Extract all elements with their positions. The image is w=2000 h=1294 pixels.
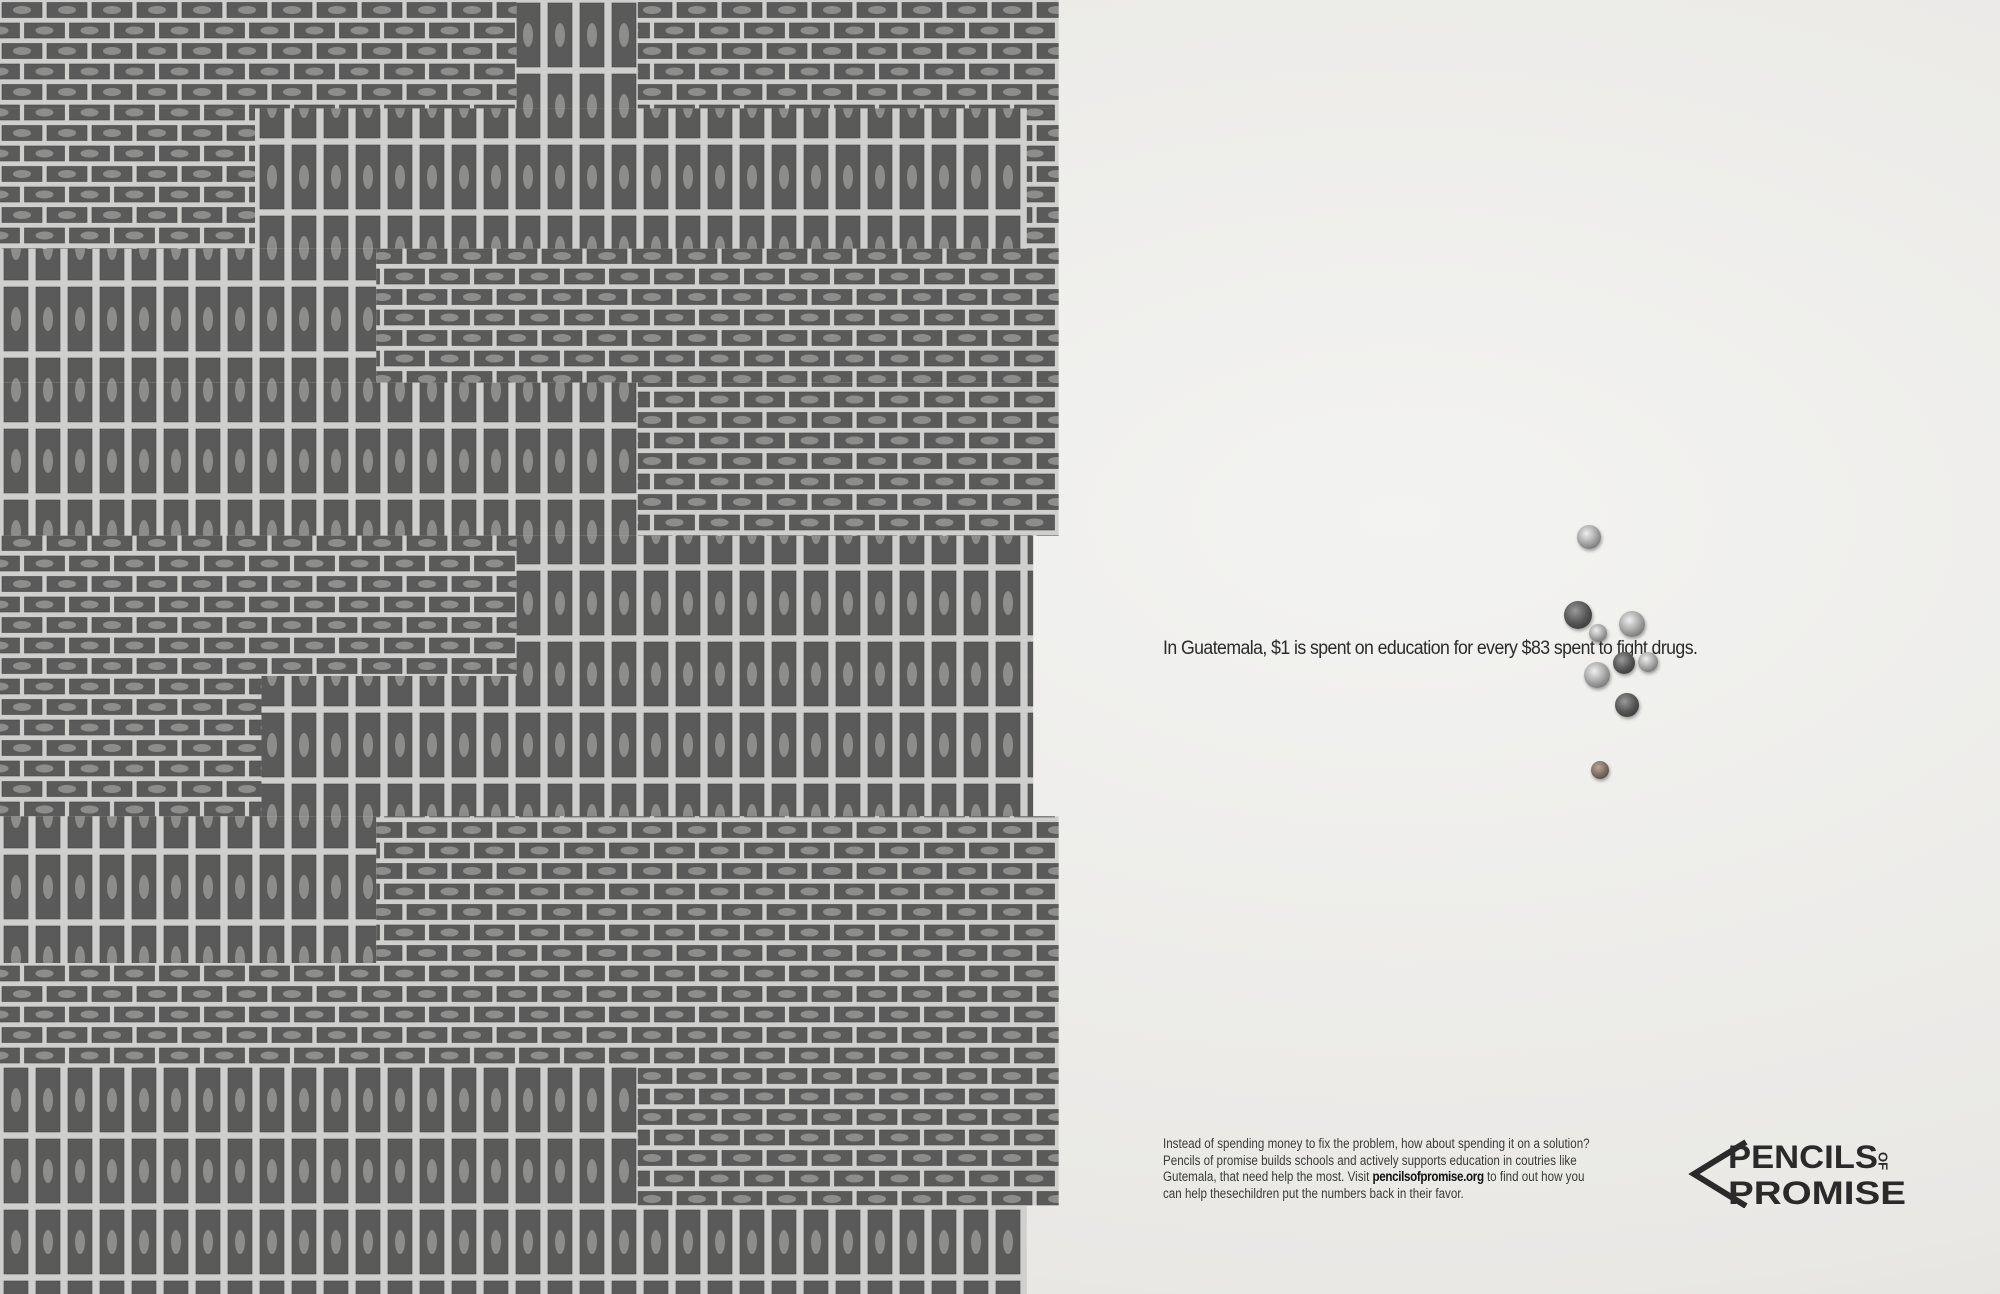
body-text: to find out how you [1483, 1169, 1585, 1185]
vertical-bill-block [516, 535, 1034, 677]
vertical-bill-block [0, 1205, 1027, 1294]
horizontal-bill-block [0, 535, 517, 677]
coin [1638, 652, 1658, 672]
vertical-bill-block [0, 1065, 638, 1206]
headline: In Guatemala, $1 is spent on education f… [1163, 638, 1698, 659]
horizontal-bill-block [0, 0, 517, 109]
pencil-arrow-icon [1688, 1139, 1748, 1208]
body-line: Gutemala, that need help the most. Visit… [1163, 1169, 1645, 1186]
horizontal-bill-block [1026, 108, 1059, 249]
vertical-bill-block [0, 382, 638, 536]
horizontal-bill-block [0, 676, 262, 817]
coin [1564, 601, 1592, 629]
body-line: Instead of spending money to fix the pro… [1163, 1136, 1590, 1151]
body-copy: Instead of spending money to fix the pro… [1163, 1136, 1645, 1202]
coin [1619, 611, 1645, 637]
vertical-bill-block [0, 248, 377, 383]
horizontal-bill-block [0, 108, 256, 249]
horizontal-bill-block [376, 248, 1059, 383]
horizontal-bill-block [376, 816, 1059, 964]
body-line: can help thesechildren put the numbers b… [1163, 1185, 1464, 1201]
body-text: Gutemala, that need help the most. Visit [1163, 1169, 1373, 1185]
horizontal-bill-block [637, 382, 1059, 536]
horizontal-bill-block [637, 0, 1059, 109]
pencils-of-promise-logo: PENCILS OF PROMISE [1688, 1139, 1906, 1208]
vertical-bill-block [261, 676, 1034, 817]
coin [1577, 525, 1601, 549]
coin [1615, 693, 1639, 717]
dollar-bill-wall [0, 0, 1059, 1294]
website-link[interactable]: pencilsofpromise.org [1372, 1169, 1485, 1185]
logo-text-top: PENCILS [1728, 1139, 1878, 1175]
coin [1584, 662, 1610, 688]
horizontal-bill-block [0, 963, 1059, 1066]
coin [1589, 624, 1607, 642]
body-line: Pencils of promise builds schools and ac… [1163, 1152, 1577, 1168]
coin [1613, 652, 1635, 674]
horizontal-bill-block [637, 1065, 1059, 1206]
coin [1591, 761, 1609, 779]
logo-text-of: OF [1876, 1152, 1891, 1170]
vertical-bill-block [0, 816, 377, 964]
vertical-bill-block [255, 108, 1027, 249]
logo-text-bottom: PROMISE [1728, 1175, 1906, 1208]
vertical-bill-block [516, 0, 638, 109]
